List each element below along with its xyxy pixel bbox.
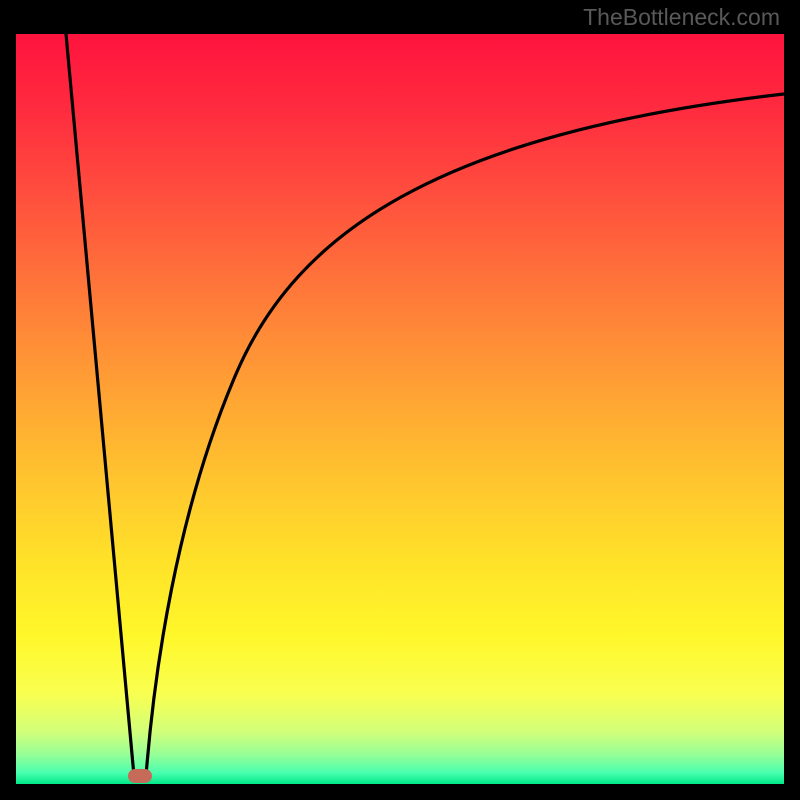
border-left: [0, 0, 16, 800]
minimum-marker: [128, 769, 152, 783]
right-ascending-curve: [146, 94, 784, 776]
chart-frame: TheBottleneck.com: [0, 0, 800, 800]
plot-area: [16, 34, 784, 784]
curves-layer: [16, 34, 784, 784]
border-right: [784, 0, 800, 800]
left-descending-line: [66, 34, 134, 776]
watermark-text: TheBottleneck.com: [583, 4, 780, 31]
border-bottom: [0, 784, 800, 800]
